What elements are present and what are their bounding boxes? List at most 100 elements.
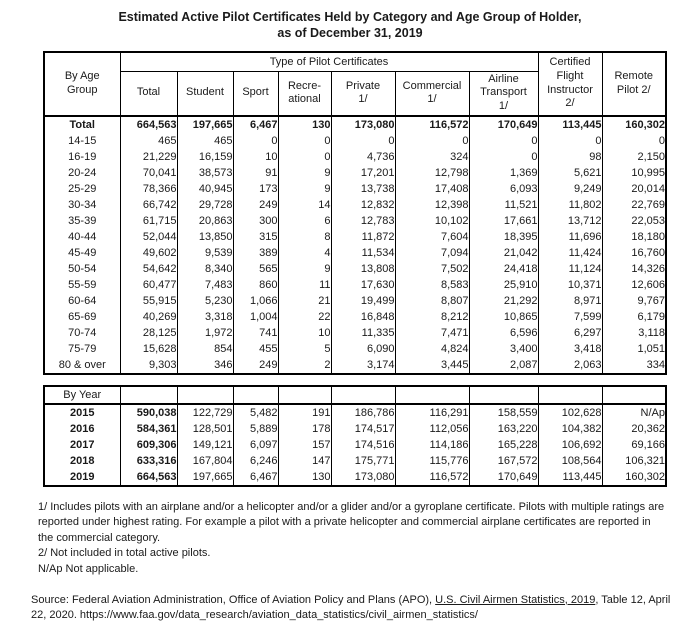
data-cell: 11,521 <box>468 196 539 213</box>
data-cell: 0 <box>468 132 539 149</box>
by-year-header: By Year <box>43 385 121 405</box>
data-cell: 12,832 <box>330 196 396 213</box>
data-cell: 60,477 <box>119 276 178 293</box>
data-cell: 315 <box>232 228 279 245</box>
data-cell: 1,066 <box>232 292 279 309</box>
table-row: 80 & over 9,303 346 249 2 3,174 3,445 2,087 2,06… <box>43 356 667 374</box>
data-cell: 113,445 <box>537 115 603 133</box>
data-cell: 11,696 <box>537 228 603 245</box>
empty-header-cell <box>232 385 279 405</box>
data-cell: 55,915 <box>119 292 178 309</box>
data-cell: 13,738 <box>330 180 396 197</box>
column-header: Airline Transport 1/ <box>468 71 539 117</box>
data-cell: 12,783 <box>330 212 396 229</box>
data-cell: 8,807 <box>394 292 470 309</box>
data-cell: 6,097 <box>232 436 279 453</box>
data-cell: 17,661 <box>468 212 539 229</box>
data-cell: 17,408 <box>394 180 470 197</box>
data-cell: 122,729 <box>176 403 234 421</box>
data-cell: 6,246 <box>232 452 279 469</box>
data-cell: 21,042 <box>468 244 539 261</box>
data-cell: 7,483 <box>176 276 234 293</box>
data-cell: 20,362 <box>601 420 667 437</box>
table-row: 75-79 15,628 854 455 5 6,090 4,824 3,400 3,418 1,… <box>43 340 667 357</box>
empty-header-cell <box>468 385 539 405</box>
data-cell: 6 <box>277 212 332 229</box>
by-year-table: By Year 2015 590,038 122,729 5,482 191 186,78… <box>43 384 667 487</box>
row-label: 20-24 <box>43 164 121 181</box>
row-label: 70-74 <box>43 324 121 341</box>
data-cell: 21 <box>277 292 332 309</box>
data-cell: 7,599 <box>537 308 603 325</box>
data-cell: 465 <box>119 132 178 149</box>
data-cell: 6,467 <box>232 468 279 486</box>
data-cell: 8,583 <box>394 276 470 293</box>
table-row: 40-44 52,044 13,850 315 8 11,872 7,604 18,395 11… <box>43 228 667 245</box>
data-cell: 6,093 <box>468 180 539 197</box>
row-label: 16-19 <box>43 148 121 165</box>
data-cell: 7,094 <box>394 244 470 261</box>
data-cell: N/Ap <box>601 403 667 421</box>
data-cell: 11,124 <box>537 260 603 277</box>
data-cell: 114,186 <box>394 436 470 453</box>
data-cell: 149,121 <box>176 436 234 453</box>
data-cell: 10 <box>232 148 279 165</box>
type-of-pilot-certificates-header: Type of Pilot Certificates <box>119 51 539 72</box>
data-cell: 91 <box>232 164 279 181</box>
data-cell: 1,004 <box>232 308 279 325</box>
data-cell: 16,159 <box>176 148 234 165</box>
row-label: Total <box>43 115 121 133</box>
data-cell: 66,742 <box>119 196 178 213</box>
data-cell: 108,564 <box>537 452 603 469</box>
data-cell: 6,179 <box>601 308 667 325</box>
column-header: Commercial 1/ <box>394 71 470 117</box>
data-cell: 197,665 <box>176 115 234 133</box>
data-cell: 0 <box>330 132 396 149</box>
column-header: Recre- ational <box>277 71 332 117</box>
data-cell: 9 <box>277 164 332 181</box>
data-cell: 8,971 <box>537 292 603 309</box>
footnote-nap: N/Ap Not applicable. <box>38 562 139 575</box>
row-label: 14-15 <box>43 132 121 149</box>
data-cell: 158,559 <box>468 403 539 421</box>
data-cell: 5,482 <box>232 403 279 421</box>
data-cell: 28,125 <box>119 324 178 341</box>
column-header: Total <box>119 71 178 117</box>
empty-header-cell <box>537 385 603 405</box>
data-cell: 11,872 <box>330 228 396 245</box>
data-cell: 106,692 <box>537 436 603 453</box>
data-cell: 113,445 <box>537 468 603 486</box>
data-cell: 12,606 <box>601 276 667 293</box>
empty-header-cell <box>394 385 470 405</box>
by-year-header-row: By Year <box>43 385 667 405</box>
data-cell: 20,863 <box>176 212 234 229</box>
row-label: 40-44 <box>43 228 121 245</box>
data-cell: 3,174 <box>330 356 396 374</box>
data-cell: 0 <box>232 132 279 149</box>
data-cell: 13,808 <box>330 260 396 277</box>
data-cell: 8,340 <box>176 260 234 277</box>
data-cell: 160,302 <box>601 468 667 486</box>
empty-header-cell <box>119 385 178 405</box>
data-cell: 2 <box>277 356 332 374</box>
data-cell: 116,572 <box>394 468 470 486</box>
data-cell: 5,621 <box>537 164 603 181</box>
table-row: 16-19 21,229 16,159 10 0 4,736 324 0 98 2,150 <box>43 148 667 165</box>
data-cell: 157 <box>277 436 332 453</box>
table-row: 70-74 28,125 1,972 741 10 11,335 7,471 6,596 6,2… <box>43 324 667 341</box>
table-row: 50-54 54,642 8,340 565 9 13,808 7,502 24,418 11,… <box>43 260 667 277</box>
data-cell: 6,297 <box>537 324 603 341</box>
data-cell: 21,229 <box>119 148 178 165</box>
empty-header-cell <box>601 385 667 405</box>
data-cell: 664,563 <box>119 115 178 133</box>
by-age-group-header: By Age Group <box>43 51 121 117</box>
data-cell: 197,665 <box>176 468 234 486</box>
data-cell: 10,102 <box>394 212 470 229</box>
row-label: 35-39 <box>43 212 121 229</box>
table-row: 2019 664,563 197,665 6,467 130 173,080 116,572… <box>43 468 667 486</box>
empty-header-cell <box>330 385 396 405</box>
data-cell: 0 <box>394 132 470 149</box>
row-label: 2017 <box>43 436 121 453</box>
data-cell: 9,539 <box>176 244 234 261</box>
data-cell: 78,366 <box>119 180 178 197</box>
